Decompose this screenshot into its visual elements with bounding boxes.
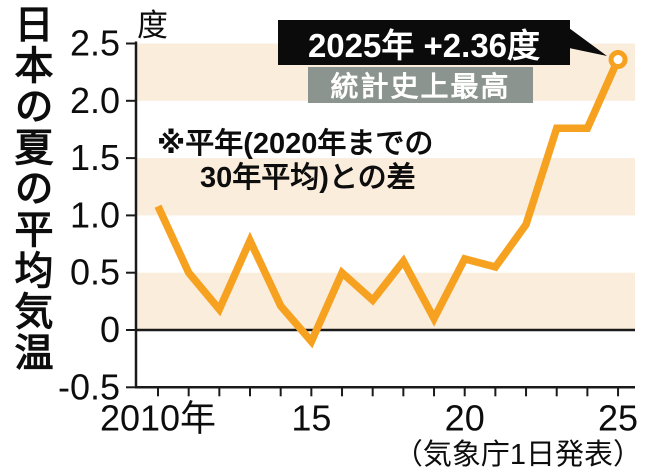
callout-record-label: 統計史上最高	[308, 67, 533, 103]
axis-group	[126, 41, 635, 397]
x-tick-label: 15	[291, 397, 331, 438]
y-tick-label: 0.5	[70, 252, 120, 293]
record-point-marker	[608, 50, 628, 70]
y-tick-label: 2.5	[70, 23, 120, 64]
x-tick-label: 2010年	[100, 397, 216, 438]
source-attribution: （気象庁1日発表）	[393, 439, 642, 471]
y-tick-label: 1.0	[70, 194, 120, 235]
callout-record-value: 2025年 +2.36度	[278, 20, 570, 65]
baseline-note-line1: ※平年(2020年までの	[157, 128, 434, 160]
value-band	[136, 158, 635, 216]
baseline-note-line2: 30年平均)との差	[200, 162, 416, 194]
y-tick-label: -0.5	[58, 366, 120, 407]
y-tick-label: 0	[100, 309, 120, 350]
y-tick-label: 1.5	[70, 137, 120, 178]
y-axis-unit-label: 度	[137, 8, 168, 43]
y-tick-label: 2.0	[70, 80, 120, 121]
x-tick-label: 25	[598, 397, 638, 438]
temperature-line	[154, 57, 622, 349]
x-tick-label: 20	[445, 397, 485, 438]
chart-title: 日本の夏の平均気温	[9, 4, 52, 373]
